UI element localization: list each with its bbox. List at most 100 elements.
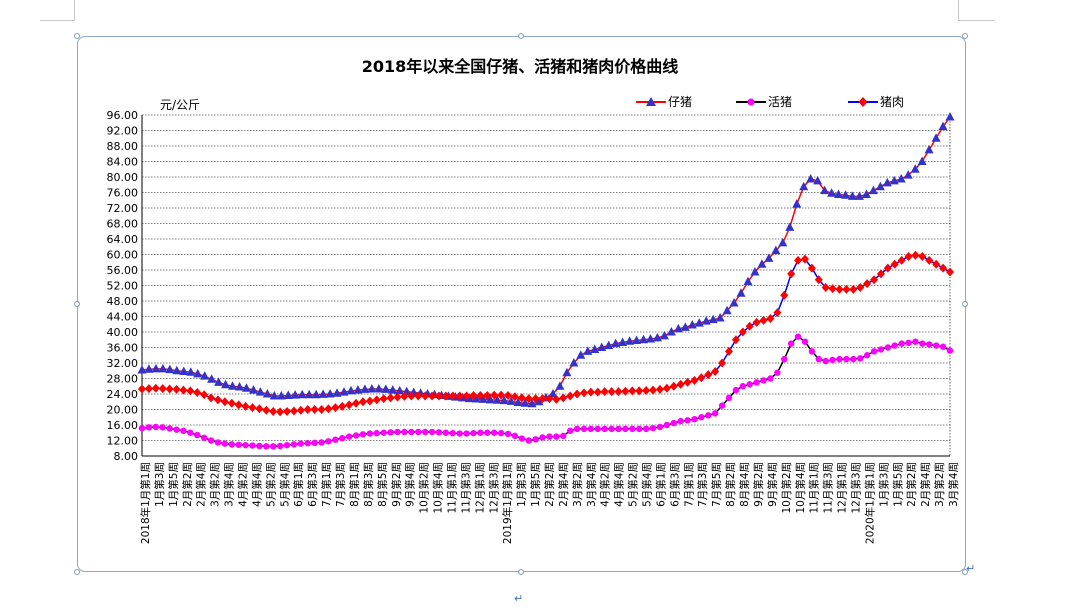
data-point bbox=[628, 386, 637, 396]
data-point bbox=[478, 394, 488, 403]
data-point bbox=[924, 144, 934, 154]
data-point bbox=[739, 383, 747, 390]
data-point bbox=[546, 433, 553, 440]
data-point bbox=[593, 387, 602, 397]
data-point bbox=[290, 441, 298, 448]
data-point bbox=[401, 428, 408, 436]
data-point bbox=[877, 346, 885, 353]
x-tick-label: 1月第5周 bbox=[529, 462, 542, 507]
data-point bbox=[912, 338, 919, 345]
x-tick-label: 9月第2周 bbox=[390, 462, 403, 507]
data-point bbox=[207, 393, 216, 403]
resize-handle-ml[interactable] bbox=[74, 301, 80, 307]
resize-handle-br[interactable] bbox=[962, 569, 968, 575]
data-point bbox=[367, 383, 377, 393]
x-tick-label: 1月第3周 bbox=[153, 462, 166, 507]
data-point bbox=[722, 305, 732, 315]
data-point bbox=[586, 387, 595, 397]
data-point bbox=[632, 335, 642, 345]
data-point bbox=[318, 389, 328, 398]
data-point bbox=[683, 377, 692, 387]
data-point bbox=[884, 344, 892, 351]
data-point bbox=[186, 386, 195, 396]
data-point bbox=[813, 175, 823, 185]
data-point bbox=[476, 391, 485, 401]
data-point bbox=[655, 384, 664, 394]
resize-handle-bl[interactable] bbox=[74, 569, 80, 575]
data-point bbox=[897, 255, 906, 265]
x-tick-label: 12月第1周 bbox=[836, 462, 849, 514]
series-line bbox=[141, 335, 951, 448]
data-point bbox=[332, 436, 339, 443]
x-tick-label: 2月第4周 bbox=[557, 462, 570, 507]
data-point bbox=[374, 383, 384, 393]
data-point bbox=[471, 394, 481, 403]
data-point bbox=[701, 316, 711, 325]
data-point bbox=[618, 337, 628, 346]
data-point bbox=[179, 366, 189, 376]
data-point bbox=[615, 425, 622, 433]
resize-handle-tc[interactable] bbox=[518, 33, 524, 39]
data-point bbox=[614, 387, 623, 397]
data-point bbox=[359, 431, 367, 438]
y-tick-label: 64.00 bbox=[107, 233, 139, 246]
data-point bbox=[262, 389, 272, 398]
data-point bbox=[890, 259, 899, 269]
legend-label: 仔猪 bbox=[668, 95, 692, 109]
data-point bbox=[387, 429, 394, 436]
y-tick-label: 32.00 bbox=[107, 357, 139, 370]
x-tick-label: 3月第2周 bbox=[209, 462, 222, 507]
data-point bbox=[794, 255, 803, 265]
data-point bbox=[697, 373, 706, 383]
x-tick-label: 2月第4周 bbox=[195, 462, 208, 507]
data-point bbox=[847, 191, 857, 200]
data-point bbox=[911, 250, 920, 260]
data-point bbox=[408, 428, 415, 436]
data-point bbox=[506, 396, 516, 405]
y-tick-label: 20.00 bbox=[107, 404, 139, 417]
data-point bbox=[731, 335, 740, 345]
data-point bbox=[863, 352, 871, 359]
data-point bbox=[806, 173, 816, 183]
resize-handle-bc[interactable] bbox=[518, 569, 524, 575]
x-tick-label: 2018年1月第1周 bbox=[139, 462, 152, 544]
data-point bbox=[889, 175, 899, 185]
data-point bbox=[750, 266, 760, 276]
data-point bbox=[207, 374, 217, 383]
resize-handle-mr[interactable] bbox=[962, 301, 968, 307]
data-point bbox=[353, 385, 363, 394]
data-point bbox=[144, 364, 154, 373]
x-tick-label: 10月第4周 bbox=[432, 462, 445, 514]
data-point bbox=[759, 315, 768, 325]
resize-handle-tl[interactable] bbox=[74, 33, 80, 39]
data-point bbox=[621, 386, 630, 396]
data-point bbox=[304, 389, 314, 399]
legend-marker bbox=[747, 98, 755, 106]
data-point bbox=[932, 342, 940, 349]
data-point bbox=[234, 400, 243, 410]
x-tick-label: 11月第1周 bbox=[445, 462, 458, 514]
data-point bbox=[903, 170, 913, 179]
data-point bbox=[151, 383, 160, 393]
data-point bbox=[781, 355, 788, 363]
x-tick-label: 12月第3周 bbox=[849, 462, 862, 514]
legend-marker bbox=[646, 97, 656, 106]
data-point bbox=[792, 199, 802, 208]
data-point bbox=[360, 384, 370, 393]
data-point bbox=[820, 185, 830, 195]
data-point bbox=[600, 387, 609, 397]
resize-handle-tr[interactable] bbox=[962, 33, 968, 39]
x-tick-label: 7月第1周 bbox=[682, 462, 695, 507]
data-point bbox=[718, 402, 726, 409]
y-tick-label: 60.00 bbox=[107, 249, 139, 262]
data-point bbox=[395, 385, 405, 395]
data-point bbox=[636, 425, 643, 433]
data-point bbox=[729, 297, 739, 307]
data-point bbox=[711, 410, 719, 417]
data-point bbox=[835, 284, 844, 294]
y-tick-label: 36.00 bbox=[107, 342, 139, 355]
y-tick-label: 84.00 bbox=[107, 156, 139, 169]
data-point bbox=[228, 381, 238, 390]
data-point bbox=[849, 284, 858, 294]
data-point bbox=[834, 189, 844, 198]
